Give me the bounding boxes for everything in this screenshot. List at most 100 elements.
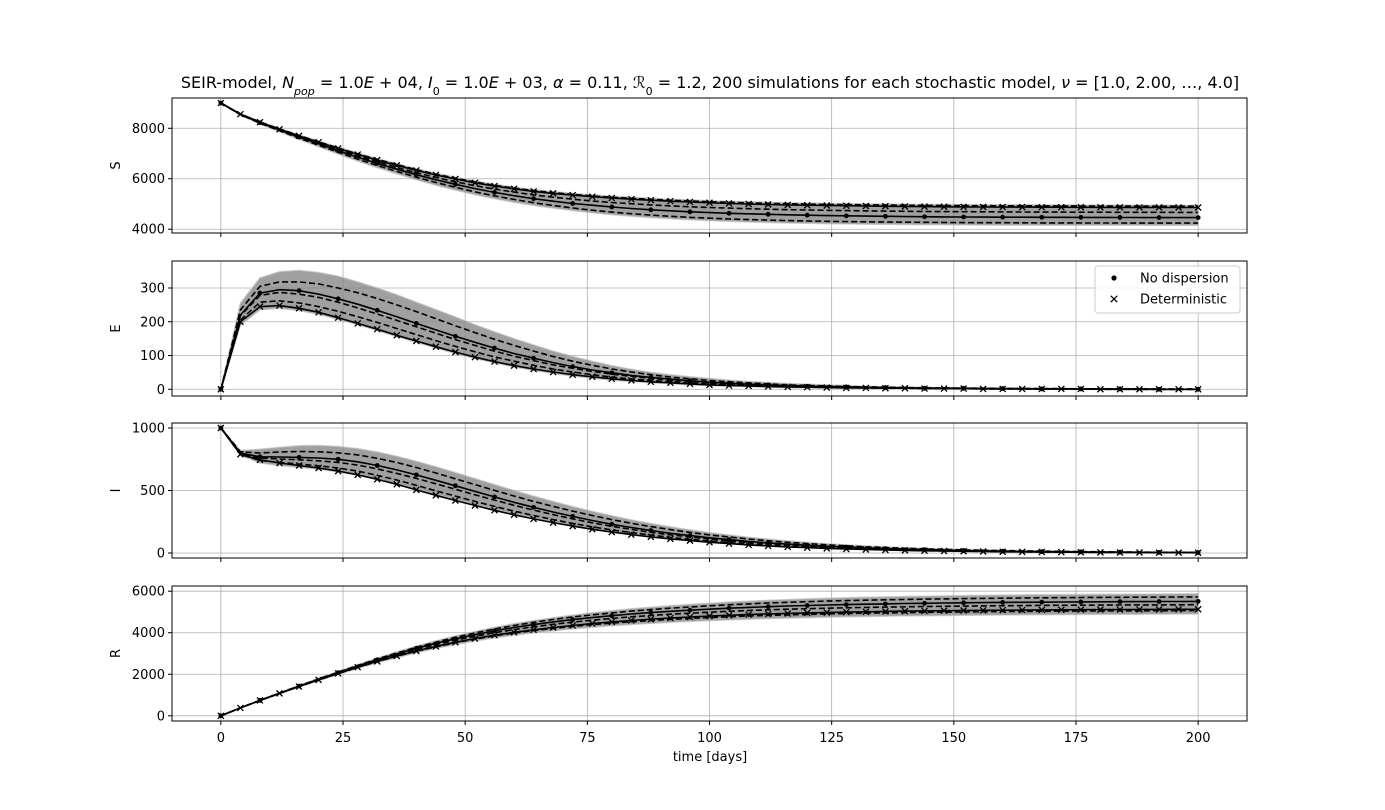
point-deterministic bbox=[432, 491, 440, 499]
point-deterministic bbox=[510, 511, 518, 519]
point-deterministic bbox=[1194, 204, 1202, 211]
point-deterministic bbox=[666, 379, 674, 387]
y-tick-label: 4000 bbox=[132, 223, 165, 238]
legend-label: No dispersion bbox=[1140, 272, 1229, 287]
point-no-dispersion bbox=[1195, 386, 1201, 392]
series-dispersion-upper bbox=[220, 427, 1199, 554]
point-deterministic bbox=[549, 624, 557, 631]
y-tick-label: 200 bbox=[140, 315, 165, 330]
legend-label: Deterministic bbox=[1140, 293, 1227, 308]
point-no-dispersion bbox=[687, 607, 693, 613]
point-no-dispersion bbox=[648, 207, 654, 213]
point-no-dispersion bbox=[1039, 214, 1045, 220]
point-deterministic bbox=[315, 308, 323, 316]
point-no-dispersion bbox=[531, 622, 536, 628]
point-no-dispersion bbox=[609, 613, 615, 619]
point-no-dispersion bbox=[257, 290, 263, 296]
point-no-dispersion bbox=[687, 209, 693, 215]
point-no-dispersion bbox=[374, 463, 380, 468]
x-tick-label: 100 bbox=[697, 731, 722, 746]
point-no-dispersion bbox=[453, 181, 458, 187]
panel-S: 4000 6000 8000 S bbox=[109, 97, 1248, 238]
series-dispersion-lower bbox=[220, 299, 1199, 391]
series-dispersion-mid bbox=[220, 603, 1199, 717]
x-tick-label: 150 bbox=[941, 731, 966, 746]
y-tick-label: 8000 bbox=[132, 122, 165, 137]
series-no-dispersion bbox=[220, 102, 1199, 219]
point-deterministic bbox=[393, 331, 401, 339]
point-deterministic bbox=[725, 200, 733, 207]
y-tick-label: 1000 bbox=[132, 422, 165, 437]
point-deterministic bbox=[823, 202, 831, 209]
point-no-dispersion bbox=[374, 307, 380, 313]
point-deterministic bbox=[627, 195, 635, 203]
point-deterministic bbox=[862, 202, 870, 210]
x-tick-label: 175 bbox=[1064, 731, 1089, 746]
simulation-band bbox=[220, 593, 1199, 717]
point-no-dispersion bbox=[492, 628, 497, 634]
plot-area bbox=[217, 269, 1202, 393]
x-tick-label: 125 bbox=[819, 731, 844, 746]
y-axis-label: E bbox=[109, 324, 124, 332]
x-tick-label: 75 bbox=[579, 731, 596, 746]
y-axis-label: R bbox=[109, 649, 124, 658]
point-no-dispersion bbox=[531, 504, 536, 510]
point-no-dispersion bbox=[1195, 598, 1201, 604]
point-no-dispersion bbox=[1156, 386, 1162, 392]
y-tick-label: 500 bbox=[140, 484, 165, 499]
series-dispersion-lower bbox=[220, 427, 1199, 554]
point-deterministic bbox=[373, 325, 381, 333]
point-deterministic bbox=[549, 368, 557, 376]
point-no-dispersion bbox=[1195, 550, 1201, 555]
point-no-dispersion bbox=[492, 345, 497, 351]
point-no-dispersion bbox=[492, 189, 497, 195]
point-no-dispersion bbox=[335, 456, 341, 462]
point-deterministic bbox=[627, 617, 635, 624]
point-deterministic bbox=[334, 314, 342, 322]
y-tick-label: 6000 bbox=[132, 172, 165, 187]
point-no-dispersion bbox=[492, 494, 497, 500]
point-no-dispersion bbox=[726, 210, 732, 216]
series-dispersion-upper bbox=[220, 596, 1199, 717]
point-no-dispersion bbox=[413, 472, 419, 478]
point-deterministic bbox=[491, 506, 498, 514]
point-deterministic bbox=[569, 622, 577, 629]
legend-x-marker bbox=[1110, 295, 1118, 303]
point-deterministic bbox=[647, 615, 655, 623]
point-deterministic bbox=[647, 196, 655, 204]
point-no-dispersion bbox=[1039, 599, 1045, 605]
point-no-dispersion bbox=[1000, 214, 1006, 220]
point-deterministic bbox=[412, 486, 420, 494]
point-deterministic bbox=[276, 302, 283, 310]
point-deterministic bbox=[451, 348, 459, 356]
point-deterministic bbox=[1194, 605, 1202, 613]
point-deterministic bbox=[432, 343, 440, 351]
point-no-dispersion bbox=[1156, 215, 1162, 220]
series-dispersion-lower bbox=[220, 609, 1199, 717]
point-no-dispersion bbox=[453, 483, 458, 489]
point-deterministic bbox=[745, 200, 753, 208]
y-tick-label: 100 bbox=[140, 349, 165, 364]
point-deterministic bbox=[451, 497, 459, 504]
point-no-dispersion bbox=[1039, 386, 1045, 392]
point-no-dispersion bbox=[804, 383, 810, 389]
point-no-dispersion bbox=[843, 602, 849, 607]
plot-area bbox=[217, 99, 1202, 227]
x-tick-label: 25 bbox=[335, 731, 352, 746]
point-deterministic bbox=[295, 304, 303, 312]
y-tick-label: 6000 bbox=[132, 585, 165, 600]
y-axis-label: S bbox=[109, 161, 124, 169]
point-deterministic bbox=[569, 371, 577, 379]
point-deterministic bbox=[334, 467, 342, 475]
point-deterministic bbox=[471, 502, 479, 509]
point-deterministic bbox=[608, 194, 616, 202]
panel-E: 0 100 200 300 E bbox=[109, 260, 1248, 400]
series-dispersion-lower bbox=[220, 102, 1199, 224]
point-deterministic bbox=[530, 515, 538, 523]
panel-I: 0 500 1000 I bbox=[109, 422, 1248, 562]
legend: No dispersion Deterministic bbox=[1094, 265, 1241, 314]
series-dispersion-mid bbox=[220, 102, 1199, 214]
point-no-dispersion bbox=[570, 201, 576, 206]
plot-area bbox=[217, 424, 1202, 557]
x-tick-label: 200 bbox=[1186, 731, 1211, 746]
